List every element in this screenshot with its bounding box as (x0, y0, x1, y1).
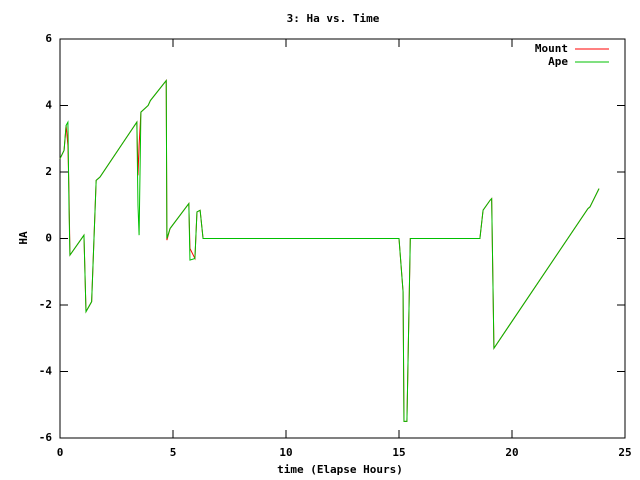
y-tick-label: -6 (39, 431, 53, 444)
y-tick-label: -2 (39, 298, 52, 311)
y-tick-label: 6 (45, 32, 52, 45)
x-tick-label: 25 (618, 446, 631, 459)
chart-title: 3: Ha vs. Time (287, 12, 380, 25)
y-tick-label: 2 (45, 165, 52, 178)
x-axis-label: time (Elapse Hours) (277, 463, 403, 476)
x-tick-label: 10 (279, 446, 292, 459)
x-tick-label: 15 (392, 446, 405, 459)
x-tick-label: 0 (57, 446, 64, 459)
y-tick-label: 4 (45, 99, 52, 112)
legend-label: Mount (535, 42, 568, 55)
x-tick-label: 5 (170, 446, 177, 459)
series-line (59, 79, 600, 422)
plot-border (59, 38, 626, 439)
y-tick-label: -4 (39, 365, 53, 378)
x-tick-label: 20 (505, 446, 518, 459)
legend-label: Ape (548, 55, 568, 68)
y-axis-label: HA (17, 231, 30, 245)
y-tick-label: 0 (45, 232, 52, 245)
